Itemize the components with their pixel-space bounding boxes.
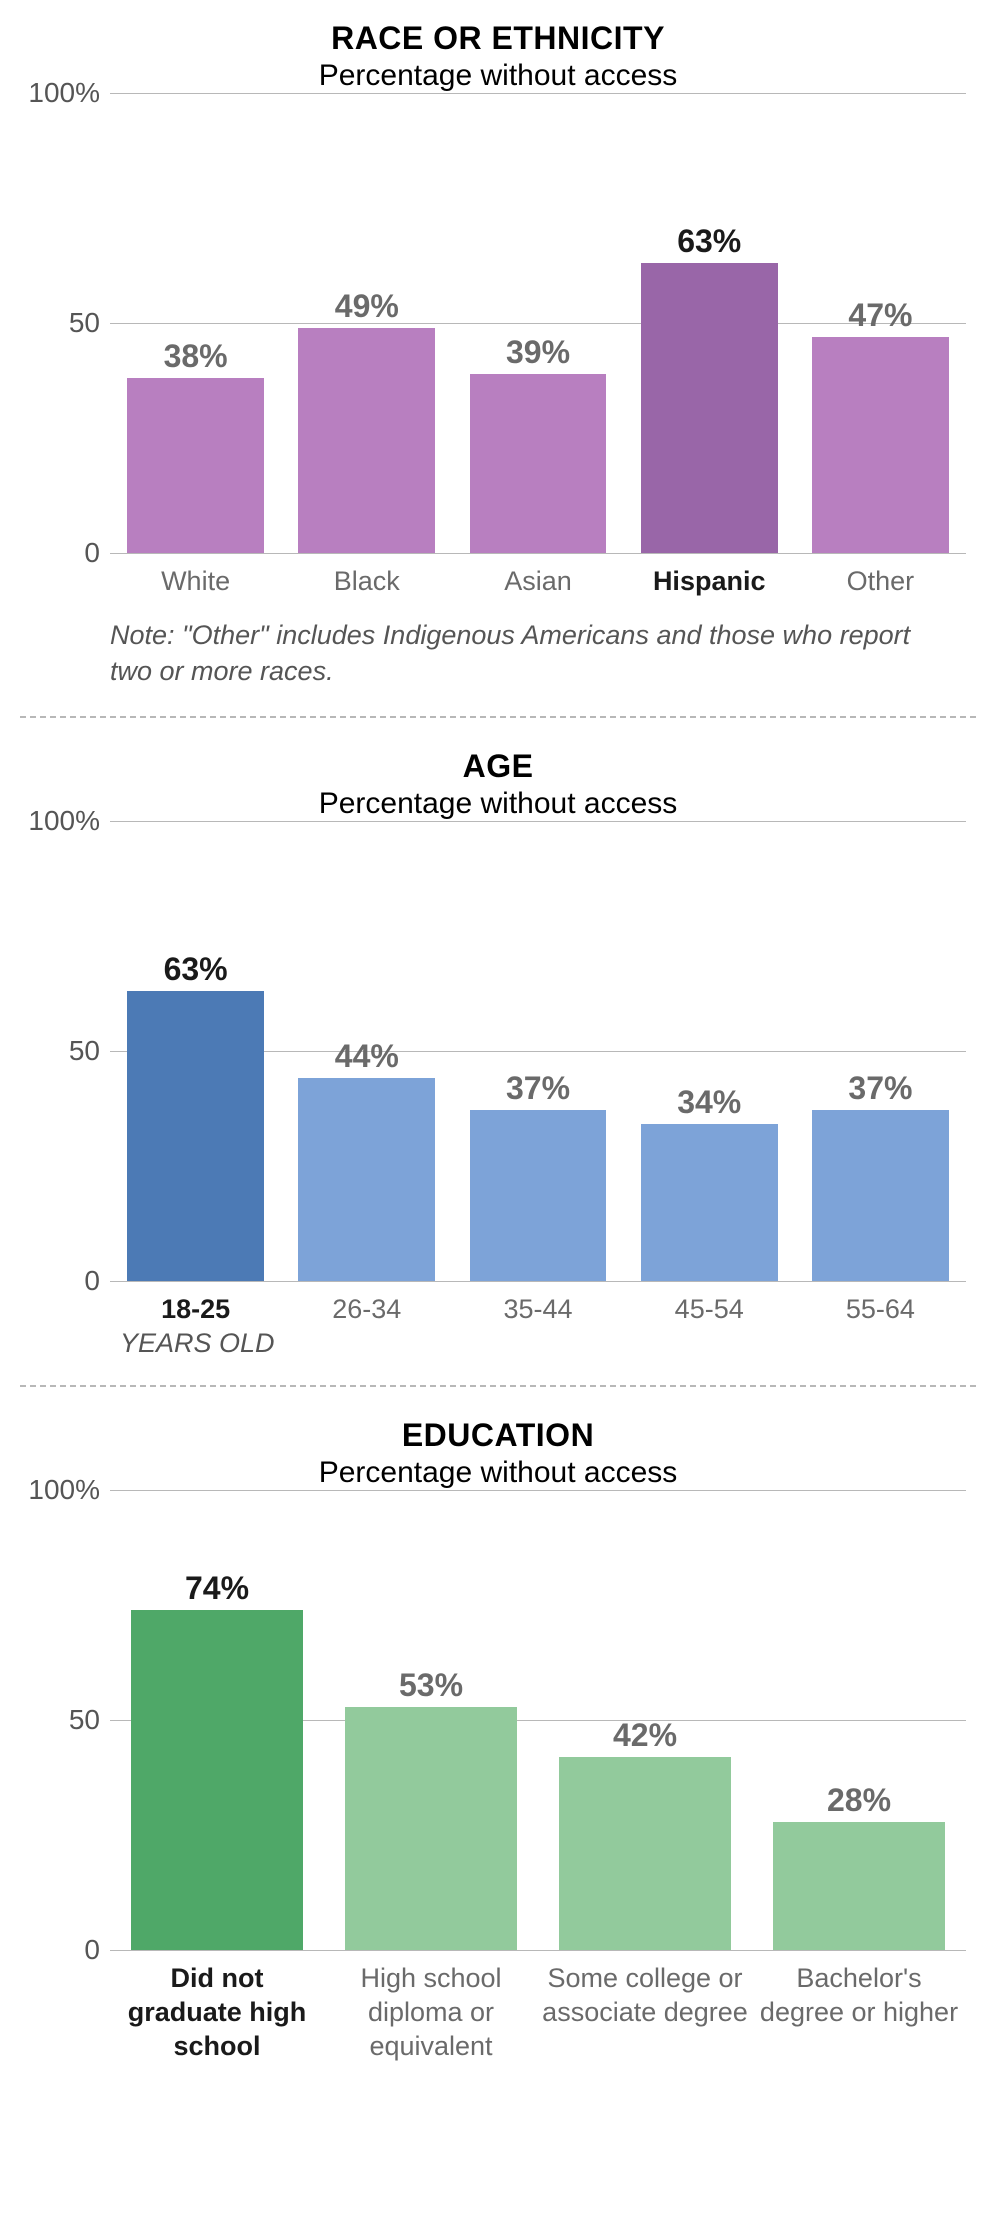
chart-age: AGE Percentage without access 100% 50 0 … xyxy=(20,728,976,1360)
x-axis-labels: 18-25 26-34 35-44 45-54 55-64 xyxy=(110,1293,966,1327)
bar-some-college: 42% xyxy=(559,1757,730,1950)
chart-race: RACE OR ETHNICITY Percentage without acc… xyxy=(20,0,976,690)
bar-35-44: 37% xyxy=(470,1110,607,1280)
y-tick-100: 100% xyxy=(20,805,100,837)
chart-subtitle: Percentage without access xyxy=(20,1456,976,1490)
bar-white: 38% xyxy=(127,378,264,553)
bar-value: 42% xyxy=(559,1717,730,1754)
y-tick-0: 0 xyxy=(20,1934,100,1966)
x-label: 45-54 xyxy=(624,1293,795,1327)
bar-value: 63% xyxy=(127,951,264,988)
bar-value: 53% xyxy=(345,1667,516,1704)
y-tick-50: 50 xyxy=(20,307,100,339)
chart-plot-area: 100% 50 0 74% 53% 42% 28% xyxy=(110,1490,966,1950)
y-tick-100: 100% xyxy=(20,1474,100,1506)
y-tick-0: 0 xyxy=(20,537,100,569)
chart-title: RACE OR ETHNICITY xyxy=(20,20,976,57)
bar-value: 74% xyxy=(131,1570,302,1607)
bars-container: 74% 53% 42% 28% xyxy=(110,1490,966,1950)
x-label: 35-44 xyxy=(452,1293,623,1327)
y-tick-100: 100% xyxy=(20,77,100,109)
bar-value: 47% xyxy=(812,297,949,334)
x-label: High school diploma or equivalent xyxy=(324,1962,538,2063)
bar-value: 63% xyxy=(641,223,778,260)
bar-asian: 39% xyxy=(470,374,607,553)
x-axis-labels: White Black Asian Hispanic Other xyxy=(110,565,966,599)
x-label: Other xyxy=(795,565,966,599)
bar-value: 37% xyxy=(812,1070,949,1107)
x-label: 26-34 xyxy=(281,1293,452,1327)
section-divider xyxy=(20,716,976,718)
x-label: White xyxy=(110,565,281,599)
chart-title: AGE xyxy=(20,748,976,785)
bar-45-54: 34% xyxy=(641,1124,778,1280)
bar-18-25: 63% xyxy=(127,991,264,1281)
x-axis-labels: Did not graduate high school High school… xyxy=(110,1962,966,2063)
bar-hispanic: 63% xyxy=(641,263,778,553)
x-axis-sublabel: YEARS OLD xyxy=(110,1328,976,1359)
chart-footnote: Note: "Other" includes Indigenous Americ… xyxy=(110,617,956,690)
bars-container: 63% 44% 37% 34% 37% xyxy=(110,821,966,1281)
x-label: Black xyxy=(281,565,452,599)
y-tick-0: 0 xyxy=(20,1265,100,1297)
section-divider xyxy=(20,1385,976,1387)
bar-26-34: 44% xyxy=(298,1078,435,1280)
chart-title: EDUCATION xyxy=(20,1417,976,1454)
bar-value: 39% xyxy=(470,334,607,371)
bar-other: 47% xyxy=(812,337,949,553)
y-tick-50: 50 xyxy=(20,1035,100,1067)
bar-value: 49% xyxy=(298,288,435,325)
bar-value: 44% xyxy=(298,1038,435,1075)
y-tick-50: 50 xyxy=(20,1704,100,1736)
bar-hs-diploma: 53% xyxy=(345,1707,516,1951)
bar-55-64: 37% xyxy=(812,1110,949,1280)
x-label: Some college or associate degree xyxy=(538,1962,752,2063)
x-label: Hispanic xyxy=(624,565,795,599)
bar-value: 34% xyxy=(641,1084,778,1121)
chart-plot-area: 100% 50 0 63% 44% 37% 34% 37% xyxy=(110,821,966,1281)
bars-container: 38% 49% 39% 63% 47% xyxy=(110,93,966,553)
x-label: 55-64 xyxy=(795,1293,966,1327)
x-label: 18-25 xyxy=(110,1293,281,1327)
bar-value: 38% xyxy=(127,338,264,375)
x-label: Did not graduate high school xyxy=(110,1962,324,2063)
bar-value: 28% xyxy=(773,1782,944,1819)
x-label: Asian xyxy=(452,565,623,599)
bar-no-hs: 74% xyxy=(131,1610,302,1950)
x-label: Bachelor's degree or higher xyxy=(752,1962,966,2063)
chart-education: EDUCATION Percentage without access 100%… xyxy=(20,1397,976,2063)
chart-subtitle: Percentage without access xyxy=(20,787,976,821)
bar-value: 37% xyxy=(470,1070,607,1107)
chart-plot-area: 100% 50 0 38% 49% 39% 63% 47% xyxy=(110,93,966,553)
chart-subtitle: Percentage without access xyxy=(20,59,976,93)
bar-bachelors: 28% xyxy=(773,1822,944,1951)
bar-black: 49% xyxy=(298,328,435,553)
